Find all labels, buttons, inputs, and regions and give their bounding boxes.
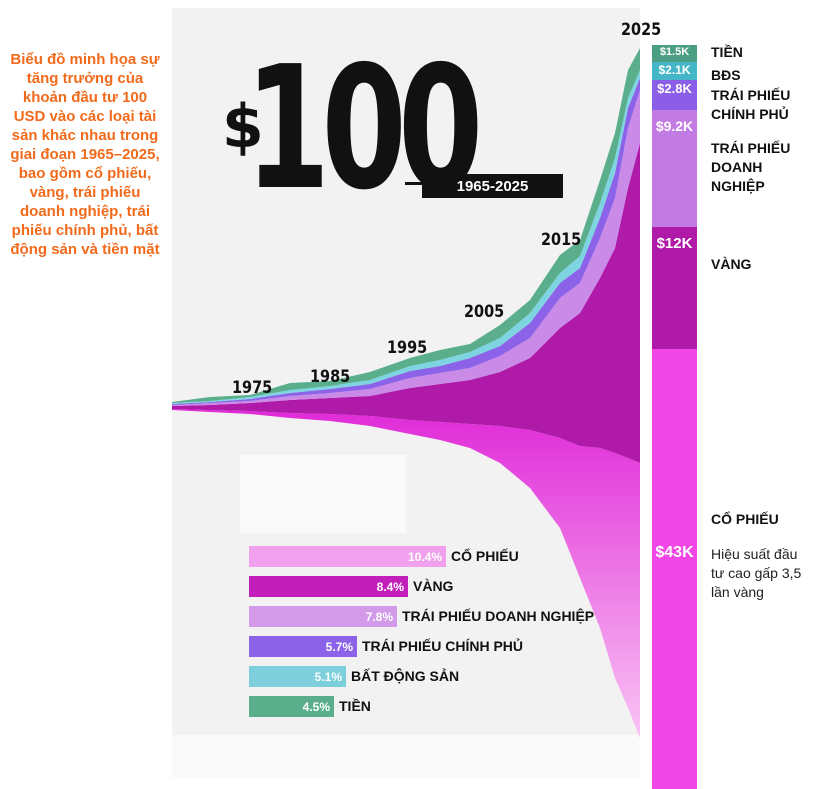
year-label-1975: 1975	[232, 378, 273, 398]
final-value-text: $2.8K	[657, 81, 692, 96]
final-value-text: $1.5K	[659, 46, 690, 58]
year-label-2015: 2015	[541, 230, 582, 250]
real-estate-area	[172, 70, 640, 404]
year-label-2005: 2005	[464, 302, 505, 322]
final-value-label: CỔ PHIẾU	[711, 511, 779, 527]
final-value-label: BĐS	[711, 67, 741, 83]
return-bar-label: TRÁI PHIẾU CHÍNH PHỦ	[362, 638, 524, 654]
period-badge: 1965-2025	[422, 174, 563, 198]
final-value-segment: $12K	[652, 227, 697, 349]
return-bar-value: 7.8%	[365, 609, 393, 624]
final-value-label: TIỀN	[711, 44, 743, 60]
return-bar: 8.4%	[249, 576, 408, 597]
return-bar-label: VÀNG	[413, 578, 454, 594]
final-value-segment: $2.1K	[652, 62, 697, 80]
final-value-segment: $43K	[652, 349, 697, 789]
return-bar-value: 8.4%	[376, 579, 404, 594]
performance-note: Hiệu suất đầu tư cao gấp 3,5 lần vàng	[711, 546, 802, 600]
year-label-1985: 1985	[310, 367, 351, 387]
final-value-label: TRÁI PHIẾU CHÍNH PHỦ	[711, 87, 791, 122]
return-bar-label: BẤT ĐỘNG SẢN	[351, 668, 460, 684]
return-bar: 4.5%	[249, 696, 334, 717]
return-bar-value: 4.5%	[302, 699, 330, 714]
return-bar-value: 5.1%	[314, 669, 342, 684]
blank-panel	[240, 455, 406, 533]
return-bar-label: CỔ PHIẾU	[451, 548, 519, 564]
final-value-text: $2.1K	[658, 63, 691, 77]
final-value-segment: $2.8K	[652, 80, 697, 110]
return-bar: 5.7%	[249, 636, 357, 657]
return-bar-value: 5.7%	[325, 639, 353, 654]
return-bar-label: TIỀN	[339, 698, 371, 714]
final-value-label: TRÁI PHIẾU DOANH NGHIỆP	[711, 140, 791, 194]
chart-caption: Biểu đồ minh họa sự tăng trưởng của khoả…	[10, 51, 160, 258]
year-label-1995: 1995	[387, 338, 428, 358]
cash-area	[172, 48, 640, 403]
gold-area	[172, 143, 640, 463]
stocks-area	[172, 409, 640, 738]
final-value-label: VÀNG	[711, 256, 752, 272]
return-bar: 5.1%	[249, 666, 346, 687]
return-bar: 10.4%	[249, 546, 446, 567]
return-bar-label: TRÁI PHIẾU DOANH NGHIỆP	[402, 608, 595, 624]
final-value-text: $43K	[655, 544, 694, 561]
final-value-text: $12K	[656, 235, 693, 252]
return-bar: 7.8%	[249, 606, 397, 627]
final-value-segment: $1.5K	[652, 45, 697, 62]
final-value-segment: $9.2K	[652, 110, 697, 227]
final-value-text: $9.2K	[655, 118, 694, 134]
return-bar-value: 10.4%	[407, 549, 442, 564]
headline-dollar: $	[222, 92, 264, 162]
year-label-2025: 2025	[621, 20, 662, 40]
period-connector	[405, 182, 435, 185]
blank-strip	[172, 735, 640, 778]
